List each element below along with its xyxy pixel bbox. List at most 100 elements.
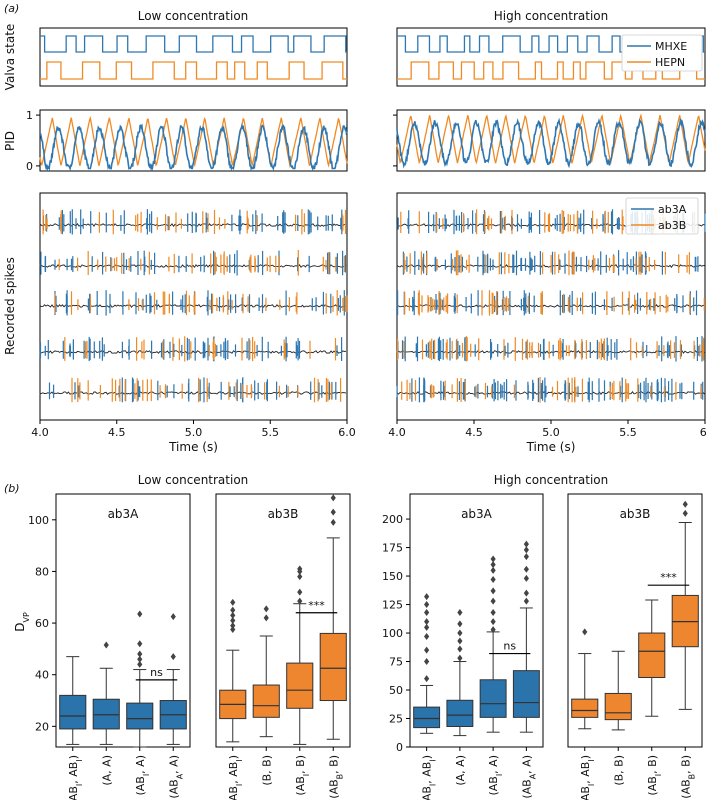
pid-axes-box [396,109,706,172]
valve-axes-box [39,27,348,87]
box-xtick-label: (ABI, A) [134,755,151,796]
box-xtick-label: (A, A) [100,755,113,786]
box-xtick-label: (ABI, ABI) [421,755,438,800]
box-flier [523,565,529,573]
box-ytick-label: 100 [382,627,403,640]
box-body [126,702,154,730]
spike-marks-ab3a [42,209,344,235]
box-flier [170,653,176,661]
box-body [571,698,599,718]
box-flier [424,593,430,601]
box-flier [297,597,303,605]
box-xtick-label-part: A [528,773,537,779]
spike-marks-ab3b [403,250,690,276]
box-flier [137,655,143,663]
box-flier [424,646,430,654]
box-xtick-label-part: I [74,759,83,761]
box-xtick-label-part: , AB [421,762,434,784]
box-flier [523,574,529,582]
box-flier [297,565,303,573]
box-flier [682,509,688,517]
box-xtick-label-part: A [175,773,184,779]
box-flier [424,632,430,640]
box-xtick-label: (ABI, ABI) [67,755,84,800]
spike-marks-ab3b [71,377,342,403]
box-ytick-label: 25 [389,713,403,726]
spike-baseline [396,391,705,395]
box-flier [682,500,688,508]
spikes-ylabel: Recorded spikes [3,257,17,355]
spike-marks-ab3a [397,290,698,316]
box-ylabel: DVP [13,612,31,632]
box-flier [170,613,176,621]
box-ytick-label: 125 [382,599,403,612]
spikes-xtick-label: 6. [700,426,706,439]
box-flier [330,508,336,516]
box-body [59,694,87,730]
panel-b-label: (b) [4,482,20,495]
box-flier [230,598,236,606]
box-ylabel-main: D [13,623,27,632]
box-flier [230,622,236,630]
box-xtick-label-part: , A) [167,755,180,774]
box-xtick-label-part: , A) [520,755,533,774]
box-flier [424,618,430,626]
box-body [286,662,314,709]
box-ytick-label: 0 [396,741,403,754]
box-flier [424,609,430,617]
box-xtick-label: (ABI, ABI) [227,755,244,800]
box-ytick-label: 40 [35,669,49,682]
box-xtick-label: (A, A) [454,755,467,786]
box-ytick-label: 80 [35,565,49,578]
box-flier [490,555,496,563]
box-ytick-label: 175 [382,542,403,555]
box-xtick-label-part: I [428,784,437,786]
box-flier [137,650,143,658]
valve-axes-box [396,27,706,87]
box-flier [490,609,496,617]
sig-label: ns [503,640,516,653]
box-xtick-label-part: I [141,774,150,776]
box-flier [523,589,529,597]
valve-trace-orange [40,61,347,80]
box-xtick-label-part: , B) [327,755,340,774]
box-flier [523,553,529,561]
box-xtick-label-part: (AB [520,779,533,798]
box-body [252,684,280,718]
spikes-xlabel: Time (s) [168,440,218,454]
box-flier [490,626,496,634]
box-flier [490,561,496,569]
box-flier [457,629,463,637]
box-xtick-label-part: (A, A) [454,755,467,786]
box-flier [230,606,236,614]
sig-label: ns [150,666,163,679]
box-flier [523,597,529,605]
box-flier [457,609,463,617]
spike-marks-ab3b [58,250,345,276]
spike-baseline [39,223,347,228]
spike-baseline [396,264,705,268]
box-flier [457,620,463,628]
box-flier [297,588,303,596]
box-xtick-label-part: B [335,774,344,780]
legend-hepn-label: HEPN [655,56,685,69]
box-flier [457,645,463,653]
box-ytick-label: 75 [389,656,403,669]
box-xtick-label-part: (AB [227,786,240,800]
box-flier [263,605,269,613]
box-xtick-label-part: (AB [487,776,500,795]
box-xtick-label-part: I [428,759,437,761]
box-ylabel-sub: VP [22,612,31,622]
box-xtick-label-part: I [234,784,243,786]
box-flier [103,641,109,649]
spike-baseline [39,303,347,308]
box-axes-2 [409,493,544,748]
title-low-bottom: Low concentration [138,473,249,487]
box-ytick-label: 60 [35,617,49,630]
box-xtick-label: (B, B) [260,755,273,786]
box-xtick-label-part: , B) [679,755,692,774]
box-xtick-label: (ABB, B) [327,755,344,799]
spike-marks-ab3b [64,336,337,362]
box-title-0: ab3A [108,507,140,521]
box-body [479,679,507,718]
